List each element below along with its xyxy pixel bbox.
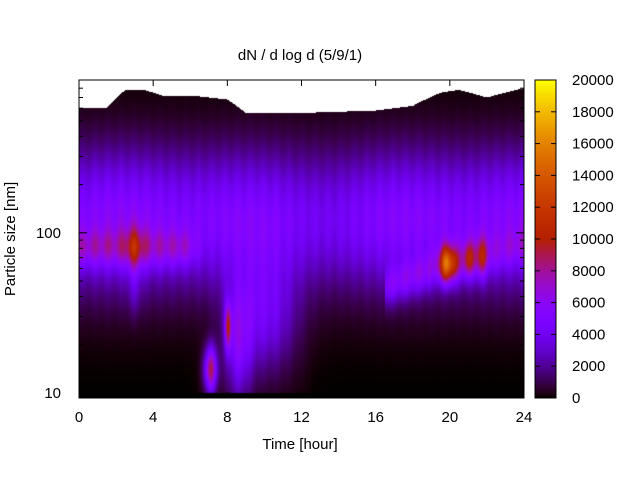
y-axis-ticks: 10 100 [36,79,524,402]
colorbar-tick-label: 6000 [572,295,605,312]
x-tick-label: 20 [441,409,458,426]
plot-frame [78,79,525,399]
x-tick-label: 12 [293,409,310,426]
colorbar-gradient [535,80,556,398]
colorbar-tick-label: 10000 [572,231,614,248]
x-tick-label: 24 [516,409,533,426]
colorbar-tick-label: 16000 [572,136,614,153]
colorbar-tick-label: 8000 [572,263,605,280]
y-tick-label: 100 [36,225,61,242]
colorbar-ticks: 0 2000 4000 6000 8000 10000 12000 14000 16000 180… [535,72,614,407]
colorbar-tick-label: 4000 [572,326,605,343]
chart-title: dN / d log d (5/9/1) [238,47,362,64]
colorbar-tick-label: 14000 [572,167,614,184]
colorbar-tick-label: 2000 [572,358,605,375]
x-tick-label: 16 [367,409,384,426]
colorbar-tick-label: 0 [572,390,580,407]
x-tick-label: 8 [223,409,231,426]
x-axis-label: Time [hour] [262,436,337,453]
x-tick-label: 0 [75,409,83,426]
x-axis-ticks: 0 4 8 12 16 20 24 [75,80,533,426]
colorbar-tick-label: 18000 [572,104,614,121]
colorbar-tick-label: 20000 [572,72,614,89]
heatmap-plot [79,80,524,398]
colorbar-tick-label: 12000 [572,199,614,216]
y-axis-label: Particle size [nm] [2,182,19,296]
x-tick-label: 4 [149,409,157,426]
y-tick-label: 10 [44,385,61,402]
